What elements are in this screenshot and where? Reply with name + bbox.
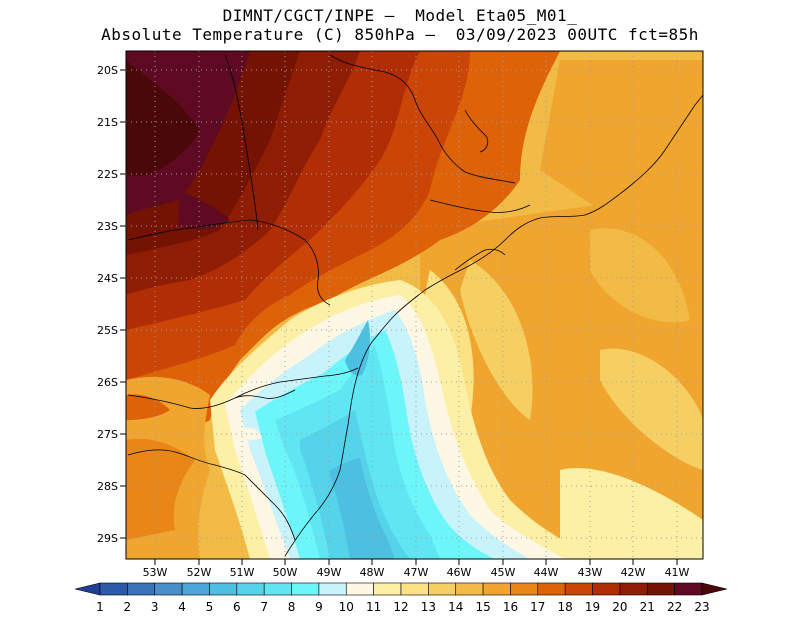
longitude-labels: 53W 52W 51W 50W 49W 48W 47W 46W 45W 44W …	[143, 566, 690, 579]
lon-label-42w: 42W	[621, 566, 646, 579]
lon-label-41w: 41W	[665, 566, 690, 579]
colorbar-label: 3	[151, 600, 159, 614]
lon-label-52w: 52W	[187, 566, 212, 579]
colorbar-swatch	[510, 582, 539, 596]
colorbar-label: 19	[585, 600, 600, 614]
colorbar-label: 12	[393, 600, 408, 614]
colorbar-swatch	[236, 582, 265, 596]
colorbar-label: 23	[694, 600, 709, 614]
lat-label-21s: 21S	[97, 116, 118, 129]
colorbar-swatch	[373, 582, 402, 596]
colorbar-label: 6	[233, 600, 241, 614]
lat-label-20s: 20S	[97, 64, 118, 77]
colorbar-label: 14	[448, 600, 463, 614]
latitude-labels: 20S 21S 22S 23S 24S 25S 26S 27S 28S 29S	[97, 64, 118, 545]
colorbar-label: 17	[530, 600, 545, 614]
colorbar-arrow-low	[74, 582, 101, 596]
colorbar: 1 2 3 4 5 6 7 8 9 10 11 12 13 14 15 16 17 18 19 20 21 22 23	[74, 582, 728, 614]
graticule	[126, 51, 703, 559]
lon-label-46w: 46W	[447, 566, 472, 579]
colorbar-label: 21	[640, 600, 655, 614]
colorbar-swatch	[154, 582, 183, 596]
colorbar-swatch	[263, 582, 292, 596]
colorbar-swatch	[564, 582, 593, 596]
lon-label-45w: 45W	[491, 566, 516, 579]
temperature-field	[126, 51, 703, 559]
colorbar-swatch	[99, 582, 128, 596]
colorbar-label: 5	[206, 600, 214, 614]
colorbar-label: 9	[315, 600, 323, 614]
lon-label-44w: 44W	[534, 566, 559, 579]
colorbar-arrow-high	[701, 582, 728, 596]
colorbar-swatch	[209, 582, 238, 596]
colorbar-label: 16	[503, 600, 518, 614]
colorbar-label: 8	[288, 600, 296, 614]
lon-label-47w: 47W	[404, 566, 429, 579]
lon-label-53w: 53W	[143, 566, 168, 579]
colorbar-label: 11	[366, 600, 381, 614]
colorbar-label: 13	[421, 600, 436, 614]
colorbar-swatch	[400, 582, 429, 596]
colorbar-swatch	[619, 582, 648, 596]
colorbar-swatch	[127, 582, 156, 596]
colorbar-label: 20	[612, 600, 627, 614]
lon-label-49w: 49W	[317, 566, 342, 579]
colorbar-swatch	[291, 582, 320, 596]
map-frame	[125, 50, 704, 560]
colorbar-swatch	[674, 582, 703, 596]
lat-label-23s: 23S	[97, 220, 118, 233]
colorbar-label: 1	[96, 600, 104, 614]
colorbar-swatch	[428, 582, 457, 596]
map-title-line1: DIMNT/CGCT/INPE – Model Eta05_M01_	[222, 6, 578, 25]
lat-label-28s: 28S	[97, 480, 118, 493]
colorbar-swatch	[345, 582, 374, 596]
lat-label-29s: 29S	[97, 532, 118, 545]
colorbar-label: 4	[178, 600, 186, 614]
colorbar-label: 2	[124, 600, 132, 614]
tick-marks	[120, 69, 678, 565]
colorbar-swatch	[181, 582, 210, 596]
colorbar-swatch	[455, 582, 484, 596]
colorbar-swatch	[592, 582, 621, 596]
colorbar-swatch	[537, 582, 566, 596]
colorbar-label: 18	[558, 600, 573, 614]
colorbar-label: 10	[339, 600, 354, 614]
lat-label-24s: 24S	[97, 272, 118, 285]
colorbar-swatch	[482, 582, 511, 596]
lon-label-43w: 43W	[578, 566, 603, 579]
colorbar-label: 22	[667, 600, 682, 614]
lat-label-26s: 26S	[97, 376, 118, 389]
lon-label-50w: 50W	[273, 566, 298, 579]
colorbar-swatch	[318, 582, 347, 596]
colorbar-label: 15	[475, 600, 490, 614]
lat-label-22s: 22S	[97, 168, 118, 181]
lon-label-48w: 48W	[360, 566, 385, 579]
coastline-and-borders	[127, 54, 703, 557]
colorbar-swatch	[646, 582, 675, 596]
lon-label-51w: 51W	[230, 566, 255, 579]
colorbar-label: 7	[260, 600, 268, 614]
lat-label-25s: 25S	[97, 324, 118, 337]
lat-label-27s: 27S	[97, 428, 118, 441]
map-title-line2: Absolute Temperature (C) 850hPa – 03/09/…	[101, 25, 699, 44]
